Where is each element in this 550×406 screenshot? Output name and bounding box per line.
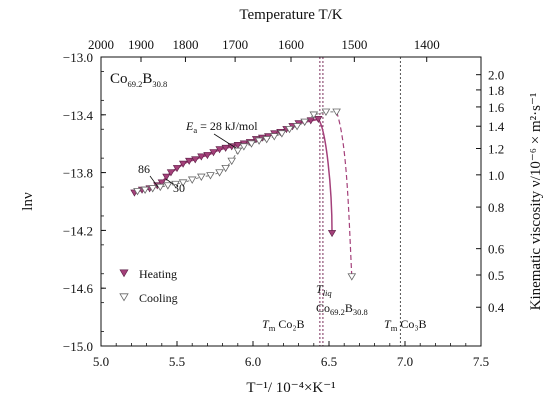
cooling-point [215, 169, 224, 177]
x-tick-label: 7.0 [397, 354, 413, 369]
x-tick-label: 5.0 [93, 354, 109, 369]
top-tick-label: 1600 [278, 37, 304, 52]
cooling-point [197, 173, 206, 181]
composition-label: Co69.2B30.8 [110, 71, 167, 89]
x-tick-label: 6.5 [321, 354, 337, 369]
x-tick-label: 6.0 [245, 354, 261, 369]
x-axis-title: T⁻¹/ 10⁻⁴×K⁻¹ [246, 380, 335, 396]
right-tick-label: 0.4 [488, 300, 505, 315]
ticks-layer: 5.0 5.5 6.0 6.5 7.0 7.5 −13.0 −13.4 −13.8 −14.2 −1… [63, 37, 505, 369]
cooling-point [332, 108, 341, 116]
curves-layer [134, 111, 353, 277]
cooling-point [347, 273, 357, 281]
activation-energy-label: Ea = 28 kJ/mol [185, 119, 258, 135]
cooling-point [155, 183, 165, 192]
x-tick-label: 5.5 [169, 354, 185, 369]
right-tick-label: 1.6 [488, 100, 505, 115]
cooling-point [178, 179, 188, 187]
legend-heating-marker [119, 269, 129, 278]
cooling-drop-curve [336, 111, 353, 277]
heating-point [215, 146, 224, 154]
heating-point [172, 165, 182, 173]
melting-co2b-label: Tm Co₂B [262, 317, 305, 333]
cooling-point [206, 172, 215, 180]
liquidus-temperature-label: Tliq [316, 282, 332, 298]
label-86: 86 [138, 162, 150, 176]
activation-energy-leader [213, 133, 237, 149]
cooling-point [262, 136, 271, 144]
y-tick-label: −13.8 [63, 166, 93, 181]
legend-heating-label: Heating [139, 267, 177, 281]
cooling-point [309, 111, 319, 119]
label-30: 30 [173, 181, 185, 195]
top-tick-label: 1500 [341, 37, 367, 52]
heating-point [314, 115, 323, 123]
right-tick-label: 0.5 [488, 268, 504, 283]
heating-point [209, 149, 218, 157]
heating-point [306, 117, 315, 125]
heating-point [221, 144, 230, 152]
heating-point [233, 141, 242, 149]
legend: Heating Cooling [119, 267, 178, 305]
cooling-point [233, 147, 243, 155]
legend-cooling-marker [119, 293, 129, 302]
heating-point [327, 230, 337, 238]
y-tick-label: −14.2 [63, 223, 93, 238]
cooling-point [227, 157, 237, 166]
label-30-leader [165, 178, 174, 185]
right-tick-label: 0.6 [488, 242, 505, 257]
y-tick-label: −15.0 [63, 339, 93, 354]
label-86-leader [149, 175, 159, 188]
cooling-point [171, 180, 180, 189]
right-tick-label: 1.0 [488, 168, 504, 183]
cooling-point [187, 176, 197, 184]
right-tick-label: 2.0 [488, 68, 504, 83]
y-tick-label: −13.0 [63, 50, 93, 65]
cooling-point [285, 125, 294, 134]
right-tick-label: 1.2 [488, 141, 504, 156]
heating-point [185, 157, 194, 165]
right-tick-label: 1.4 [488, 119, 505, 134]
y-tick-label: −13.4 [63, 108, 94, 123]
heating-point [191, 156, 200, 164]
vertical-lines-layer [319, 57, 401, 346]
heating-point [166, 169, 176, 177]
cooling-point [300, 118, 309, 127]
cooling-point [148, 185, 157, 193]
x-tick-label: 7.5 [473, 354, 489, 369]
melting-co3b-label: Tm Co₃B [384, 317, 427, 333]
cooling-point [221, 164, 230, 173]
heating-point [178, 160, 188, 168]
cooling-point [269, 133, 279, 141]
top-tick-label: 2000 [88, 37, 114, 52]
cooling-point [239, 143, 249, 151]
liquidus-composition-label: Co69.2B30.8 [316, 301, 368, 317]
cooling-point [277, 130, 287, 138]
top-tick-label: 1400 [414, 37, 440, 52]
cooling-point [247, 140, 256, 148]
top-tick-label: 1700 [222, 37, 248, 52]
legend-cooling-label: Cooling [139, 291, 178, 305]
y-axis-title: lnν [20, 192, 36, 211]
y-tick-label: −14.6 [63, 281, 94, 296]
cooling-point [133, 188, 142, 196]
cooling-point [292, 123, 302, 131]
top-tick-label: 1800 [172, 37, 198, 52]
right-tick-label: 1.8 [488, 83, 504, 98]
cooling-point [254, 137, 264, 145]
right-axis-title: Kinematic viscosity ν/10⁻⁶ × m²·s⁻¹ [528, 93, 544, 311]
points-layer [130, 108, 357, 281]
heating-point [157, 179, 166, 187]
right-tick-label: 0.8 [488, 200, 504, 215]
cooling-point [140, 186, 150, 194]
heating-point [203, 152, 212, 160]
heating-drop-curve [317, 118, 333, 234]
heating-point [162, 173, 171, 181]
top-axis-title: Temperature T/K [239, 7, 342, 23]
cooling-point [163, 182, 173, 190]
heating-point [197, 153, 206, 161]
cooling-point [321, 108, 331, 116]
top-tick-label: 1900 [128, 37, 154, 52]
